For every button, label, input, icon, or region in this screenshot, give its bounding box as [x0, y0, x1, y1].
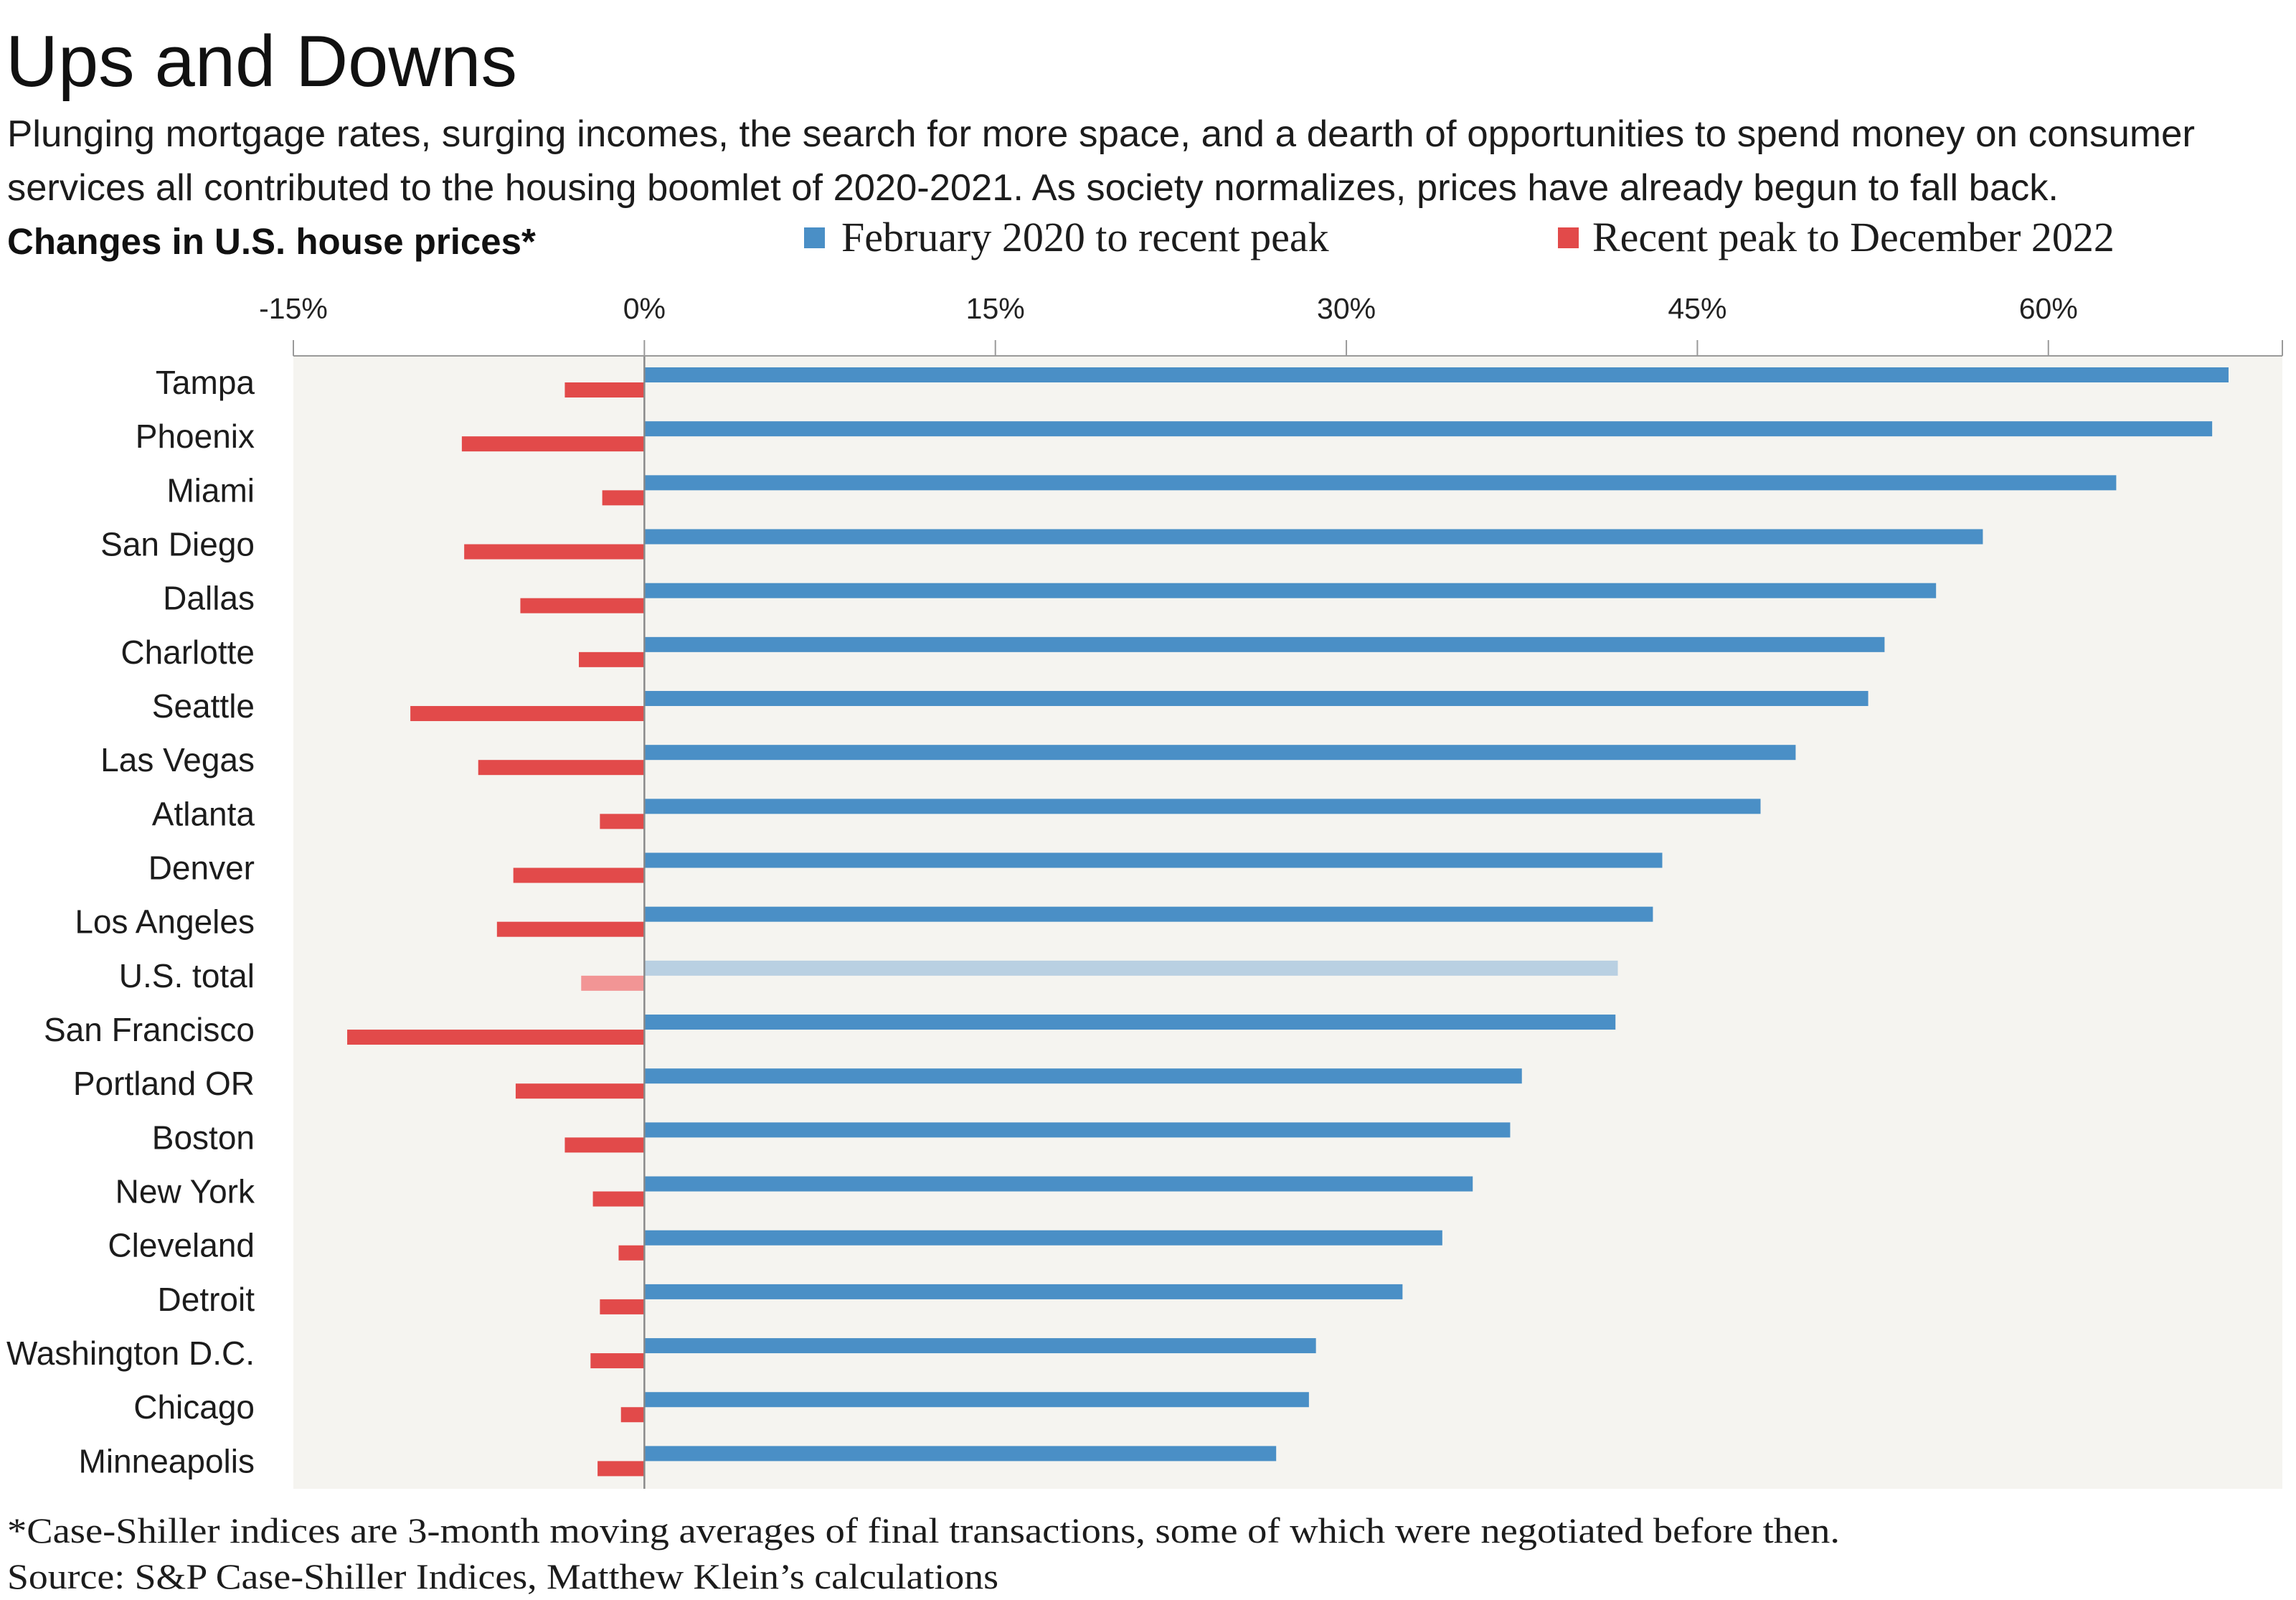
- bar-feb2020-to-peak: [644, 906, 1653, 922]
- x-tick-label: 45%: [1668, 292, 1726, 325]
- category-label: Chicago: [133, 1388, 255, 1426]
- x-tick-label: -15%: [259, 292, 328, 325]
- bar-peak-to-dec2022: [410, 706, 645, 722]
- x-tick-label: 15%: [966, 292, 1025, 325]
- category-label: Cleveland: [108, 1227, 255, 1264]
- bar-feb2020-to-peak: [644, 529, 1983, 545]
- bar-peak-to-dec2022: [600, 1299, 645, 1314]
- bar-feb2020-to-peak: [644, 475, 2117, 491]
- category-label: Charlotte: [121, 634, 255, 671]
- bar-feb2020-to-peak: [644, 852, 1663, 868]
- bar-feb2020-to-peak: [644, 1015, 1616, 1030]
- x-axis: -15% 0% 15% 30% 45% 60%: [259, 292, 2283, 357]
- bar-peak-to-dec2022: [602, 490, 645, 506]
- bar-feb2020-to-peak: [644, 1446, 1277, 1462]
- bar-peak-to-dec2022: [461, 436, 645, 452]
- bar-feb2020-to-peak: [644, 960, 1618, 976]
- legend-label-peak-to-dec2022: Recent peak to December 2022: [1592, 214, 2115, 260]
- bar-feb2020-to-peak: [644, 583, 1937, 598]
- bar-peak-to-dec2022: [513, 867, 645, 883]
- category-label: Seattle: [152, 687, 255, 725]
- x-tick-label: 0%: [623, 292, 666, 325]
- category-label: Tampa: [156, 364, 255, 401]
- legend-swatch-feb2020-to-peak: [804, 227, 825, 248]
- bar-peak-to-dec2022: [520, 598, 645, 613]
- bar-feb2020-to-peak: [644, 1122, 1511, 1138]
- x-tick-label: 30%: [1317, 292, 1376, 325]
- bar-peak-to-dec2022: [496, 921, 645, 937]
- subtitle-line-2: services all contributed to the housing …: [7, 167, 2059, 209]
- category-label: Denver: [148, 850, 255, 887]
- category-label: New York: [115, 1173, 255, 1210]
- bar-peak-to-dec2022: [592, 1191, 645, 1207]
- legend-label-feb2020-to-peak: February 2020 to recent peak: [841, 214, 1329, 260]
- category-label: Miami: [166, 471, 255, 509]
- bar-peak-to-dec2022: [564, 382, 645, 397]
- bar-peak-to-dec2022: [347, 1030, 645, 1045]
- bar-peak-to-dec2022: [581, 975, 645, 991]
- bar-peak-to-dec2022: [618, 1245, 645, 1261]
- bar-feb2020-to-peak: [644, 367, 2229, 382]
- category-label: Minneapolis: [79, 1442, 255, 1479]
- bar-peak-to-dec2022: [597, 1461, 645, 1477]
- bar-peak-to-dec2022: [478, 760, 645, 776]
- category-label: Dallas: [163, 580, 255, 617]
- bar-feb2020-to-peak: [644, 1392, 1309, 1408]
- page-title: Ups and Downs: [6, 22, 517, 102]
- category-label: U.S. total: [119, 957, 255, 994]
- bar-feb2020-to-peak: [644, 745, 1796, 761]
- bar-feb2020-to-peak: [644, 691, 1869, 707]
- footnote: *Case-Shiller indices are 3-month moving…: [7, 1510, 1840, 1550]
- bar-feb2020-to-peak: [644, 421, 2213, 437]
- bars-group: [347, 367, 2229, 1477]
- category-labels: Tampa Phoenix Miami San Diego Dallas Charlott…: [6, 364, 255, 1479]
- bar-peak-to-dec2022: [620, 1407, 645, 1423]
- chart-title: Changes in U.S. house prices*: [7, 221, 536, 262]
- category-label: Las Vegas: [100, 741, 255, 778]
- category-label: Boston: [152, 1119, 255, 1156]
- legend: February 2020 to recent peak Recent peak…: [804, 214, 2115, 260]
- bar-feb2020-to-peak: [644, 1338, 1316, 1354]
- bar-feb2020-to-peak: [644, 1176, 1473, 1192]
- bar-feb2020-to-peak: [644, 799, 1761, 814]
- bar-feb2020-to-peak: [644, 1230, 1442, 1246]
- bar-feb2020-to-peak: [644, 1284, 1403, 1299]
- bar-feb2020-to-peak: [644, 636, 1885, 652]
- source-note: Source: S&P Case-Shiller Indices, Matthe…: [7, 1556, 998, 1596]
- category-label: San Diego: [100, 526, 255, 563]
- category-label: Phoenix: [136, 418, 255, 455]
- subtitle-line-1: Plunging mortgage rates, surging incomes…: [7, 113, 2195, 155]
- category-label: Atlanta: [152, 795, 255, 832]
- bar-peak-to-dec2022: [600, 814, 645, 829]
- x-tick-label: 60%: [2019, 292, 2078, 325]
- legend-swatch-peak-to-dec2022: [1558, 227, 1579, 248]
- category-label: Los Angeles: [75, 903, 255, 941]
- category-label: Detroit: [158, 1281, 255, 1318]
- bar-feb2020-to-peak: [644, 1068, 1522, 1084]
- bar-peak-to-dec2022: [564, 1137, 645, 1153]
- category-label: San Francisco: [44, 1011, 255, 1048]
- bar-peak-to-dec2022: [590, 1353, 645, 1369]
- category-label: Portland OR: [73, 1065, 255, 1102]
- category-label: Washington D.C.: [6, 1335, 255, 1372]
- bar-peak-to-dec2022: [579, 651, 645, 667]
- bar-peak-to-dec2022: [515, 1083, 645, 1099]
- bar-peak-to-dec2022: [464, 544, 645, 560]
